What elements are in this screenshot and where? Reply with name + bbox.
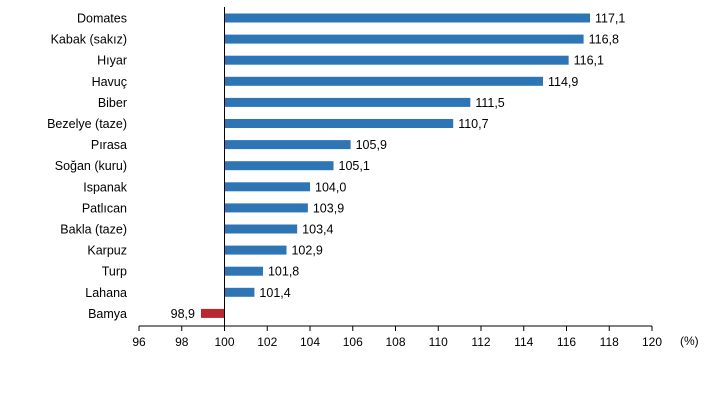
value-label-ispanak: 104,0 xyxy=(315,180,346,194)
x-tick-label: 104 xyxy=(300,335,320,349)
value-labels: 117,1 116,8 116,1 114,9 111,5 110,7 105,9 105,1… xyxy=(171,12,626,321)
bar-kabak-sakiz xyxy=(224,34,584,44)
category-label-bakla-taze: Bakla (taze) xyxy=(60,223,127,237)
x-tick-label: 114 xyxy=(514,335,533,349)
x-tick-label: 112 xyxy=(471,335,490,349)
bar-havuc xyxy=(224,76,543,86)
category-label-ispanak: Ispanak xyxy=(83,180,128,194)
category-label-biber: Biber xyxy=(98,96,127,110)
value-label-domates: 117,1 xyxy=(595,12,625,26)
x-tick-label: 120 xyxy=(642,335,662,349)
value-label-pirasa: 105,9 xyxy=(356,138,387,152)
value-label-hiyar: 116,1 xyxy=(574,54,604,68)
x-tick-label: 110 xyxy=(429,335,448,349)
x-tick-label: 100 xyxy=(214,335,234,349)
x-axis-unit: (%) xyxy=(680,334,699,348)
category-label-domates: Domates xyxy=(77,12,127,26)
value-label-kabak-sakiz: 116,8 xyxy=(589,33,619,47)
value-label-lahana: 101,4 xyxy=(259,286,290,300)
x-tick-label: 98 xyxy=(175,335,189,349)
category-label-havuc: Havuç xyxy=(92,75,127,89)
bar-bakla-taze xyxy=(224,224,298,234)
category-label-bezelye-taze: Bezelye (taze) xyxy=(47,117,127,131)
bar-hiyar xyxy=(224,55,569,65)
bars-layer xyxy=(200,13,591,318)
value-label-bezelye-taze: 110,7 xyxy=(458,117,488,131)
bar-biber xyxy=(224,97,471,107)
category-label-karpuz: Karpuz xyxy=(87,244,127,258)
x-tick-label: 106 xyxy=(343,335,363,349)
value-label-karpuz: 102,9 xyxy=(291,244,322,258)
bar-lahana xyxy=(224,287,255,297)
x-tick-label: 116 xyxy=(557,335,576,349)
x-ticks: 96 98 100 102 104 106 108 110 112 114 116 118 120 xyxy=(132,326,662,349)
category-label-turp: Turp xyxy=(102,265,127,279)
bar-turp xyxy=(224,266,263,276)
bar-karpuz xyxy=(224,245,287,255)
value-label-havuc: 114,9 xyxy=(548,75,578,89)
value-label-biber: 111,5 xyxy=(475,96,504,110)
bar-bamya xyxy=(200,308,225,318)
category-labels: Domates Kabak (sakız) Hıyar Havuç Biber Bezel… xyxy=(47,12,128,321)
value-label-sogan-kuru: 105,1 xyxy=(339,159,370,173)
bar-sogan-kuru xyxy=(224,161,334,171)
category-label-lahana: Lahana xyxy=(85,286,127,300)
x-tick-label: 102 xyxy=(257,335,277,349)
x-tick-label: 108 xyxy=(385,335,405,349)
bar-domates xyxy=(224,13,591,23)
category-label-sogan-kuru: Soğan (kuru) xyxy=(55,159,127,173)
value-label-bakla-taze: 103,4 xyxy=(302,223,333,237)
bar-bezelye-taze xyxy=(224,119,454,128)
category-label-pirasa: Pırasa xyxy=(91,138,127,152)
category-label-hiyar: Hıyar xyxy=(97,54,127,68)
category-label-patlican: Patlıcan xyxy=(82,201,127,215)
x-tick-label: 118 xyxy=(600,335,619,349)
category-label-bamya: Bamya xyxy=(88,307,127,321)
bar-patlican xyxy=(224,203,308,213)
category-label-kabak-sakiz: Kabak (sakız) xyxy=(51,33,127,47)
bar-ispanak xyxy=(224,182,310,192)
bar-pirasa xyxy=(224,140,351,150)
value-label-bamya: 98,9 xyxy=(171,307,195,321)
value-label-turp: 101,8 xyxy=(268,265,299,279)
value-label-patlican: 103,9 xyxy=(313,201,344,215)
x-tick-label: 96 xyxy=(132,335,146,349)
